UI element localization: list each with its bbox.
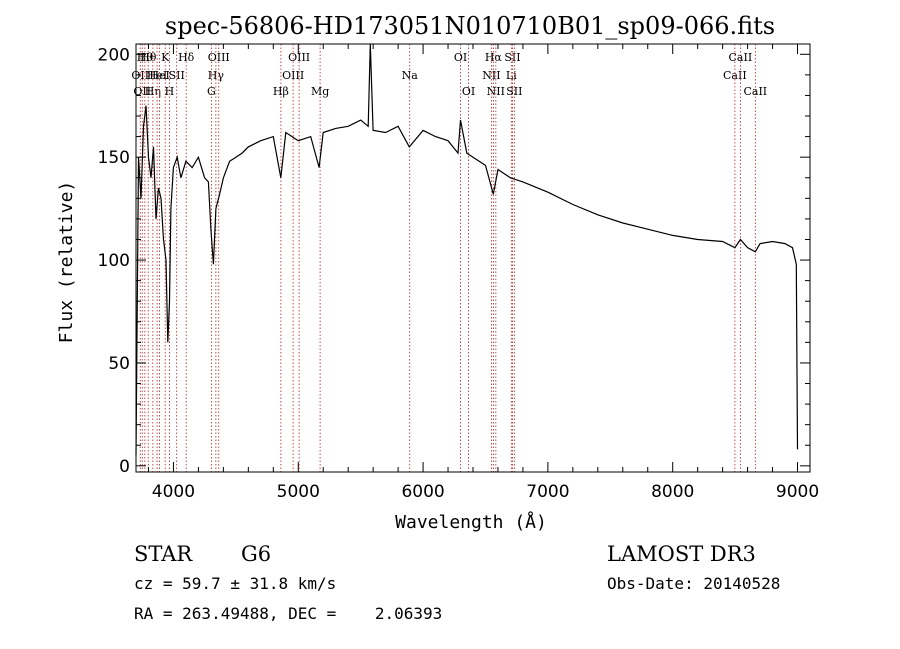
- spectral-line-label: OI: [462, 85, 475, 98]
- spectral-line-label: HeI: [147, 69, 167, 82]
- spectral-line-label: OIII: [208, 51, 230, 64]
- spectral-line-label: K: [161, 51, 170, 64]
- spectral-line-label: Na: [402, 69, 419, 82]
- spectral-line-label: CaII: [723, 69, 747, 82]
- x-tick-label: 8000: [651, 482, 694, 502]
- y-tick-label: 200: [98, 45, 130, 65]
- spectral-line-label: OI: [454, 51, 467, 64]
- spectral-line-label: Hδ: [178, 51, 195, 64]
- y-axis-label: Flux (relative): [56, 181, 77, 344]
- y-tick-label: 150: [98, 148, 130, 168]
- spectral-line-label: Hα: [485, 51, 503, 64]
- spectral-line-label: NII: [487, 85, 505, 98]
- spectral-line-label: OIII: [288, 51, 310, 64]
- spectral-line-label: Mg: [311, 85, 329, 98]
- spectral-line-label: SII: [504, 51, 520, 64]
- object-class: STAR: [134, 542, 193, 566]
- spectral-line-label: OIII: [282, 69, 304, 82]
- spectral-line-label: G: [207, 85, 216, 98]
- spectral-line-markers: OIIOIIHθHθHηHeIHeIKHSIIHδGHγOIIIHβOIIIOI…: [131, 44, 767, 472]
- plot-frame: [135, 43, 811, 473]
- spectral-line-label: Hη: [145, 85, 161, 98]
- coordinates-readout: RA = 263.49488, DEC = 2.06393: [134, 604, 442, 623]
- y-tick-label: 50: [108, 354, 130, 374]
- spectral-line-label: SII: [506, 85, 522, 98]
- redshift-readout: cz = 59.7 ± 31.8 km/s: [134, 574, 336, 593]
- x-tick-label: 7000: [526, 482, 569, 502]
- survey-name: LAMOST DR3: [607, 542, 756, 566]
- spectral-line-label: HeI: [149, 69, 169, 82]
- x-tick-label: 4000: [152, 482, 195, 502]
- spectral-line-label: CaII: [729, 51, 753, 64]
- spectral-line-label: H: [165, 85, 175, 98]
- x-tick-label: 6000: [401, 482, 444, 502]
- y-tick-label: 0: [119, 457, 130, 477]
- x-axis: 4000 5000 6000 7000 8000 9000: [147, 44, 819, 502]
- y-tick-label: 100: [98, 251, 130, 271]
- spectral-line-label: Li: [506, 69, 517, 82]
- spectral-line-label: OII: [133, 85, 151, 98]
- spectral-line-label: Hγ: [208, 69, 225, 82]
- chart-title: spec-56806-HD173051N010710B01_sp09-066.f…: [165, 12, 775, 40]
- y-axis: 0 50 100 150 200: [98, 45, 810, 477]
- spectral-line-label: SII: [169, 69, 185, 82]
- object-subclass: G6: [241, 542, 271, 566]
- spectrum-series-line: [135, 43, 799, 456]
- spectral-line-label: Hθ: [140, 51, 157, 64]
- x-axis-label: Wavelength (Å): [395, 511, 547, 533]
- spectral-line-label: NII: [482, 69, 500, 82]
- x-tick-label: 9000: [776, 482, 819, 502]
- x-tick-label: 5000: [277, 482, 320, 502]
- observation-date: Obs-Date: 20140528: [607, 574, 780, 593]
- spectral-line-label: CaII: [743, 85, 767, 98]
- spectral-line-label: Hβ: [273, 85, 289, 98]
